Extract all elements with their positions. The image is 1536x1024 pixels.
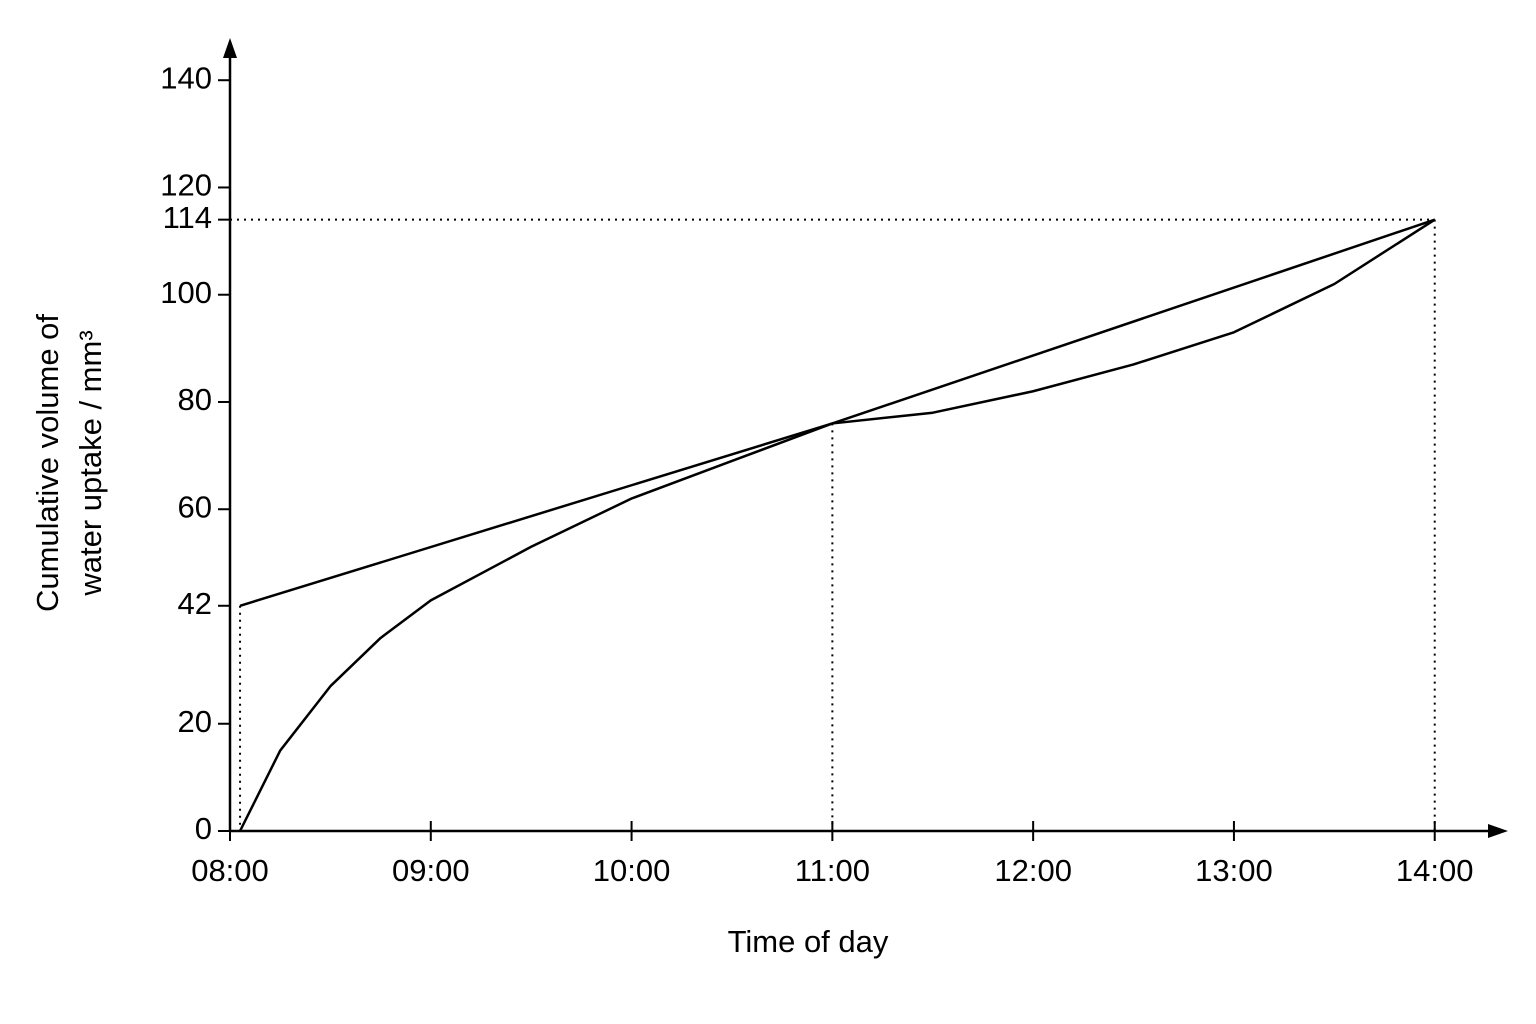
x-tick-label: 13:00 xyxy=(1195,853,1273,888)
x-tick-label: 09:00 xyxy=(392,853,470,888)
y-axis-arrow xyxy=(223,38,237,58)
y-tick-label: 0 xyxy=(195,811,212,846)
y-tick-label: 42 xyxy=(178,586,212,621)
axes xyxy=(223,38,1508,838)
x-tick-label: 10:00 xyxy=(593,853,671,888)
y-tick-label: 80 xyxy=(178,382,212,417)
y-axis-label: Cumulative volume of xyxy=(30,314,65,612)
x-axis-label: Time of day xyxy=(728,924,889,959)
x-tick-label: 14:00 xyxy=(1396,853,1474,888)
y-tick-label: 60 xyxy=(178,489,212,524)
y-tick-label: 100 xyxy=(160,275,212,310)
line-series xyxy=(239,218,1436,607)
y-tick-label: 140 xyxy=(160,60,212,95)
y-tick-label: 120 xyxy=(160,168,212,203)
line-series xyxy=(238,218,1436,832)
x-tick-label: 11:00 xyxy=(795,853,870,888)
y-axis-label: water uptake / mm³ xyxy=(73,330,108,596)
y-tick-label: 20 xyxy=(178,704,212,739)
y-tick-label: 114 xyxy=(163,200,212,235)
x-tick-label: 08:00 xyxy=(191,853,269,888)
x-axis-arrow xyxy=(1488,824,1508,838)
x-tick-label: 12:00 xyxy=(994,853,1072,888)
